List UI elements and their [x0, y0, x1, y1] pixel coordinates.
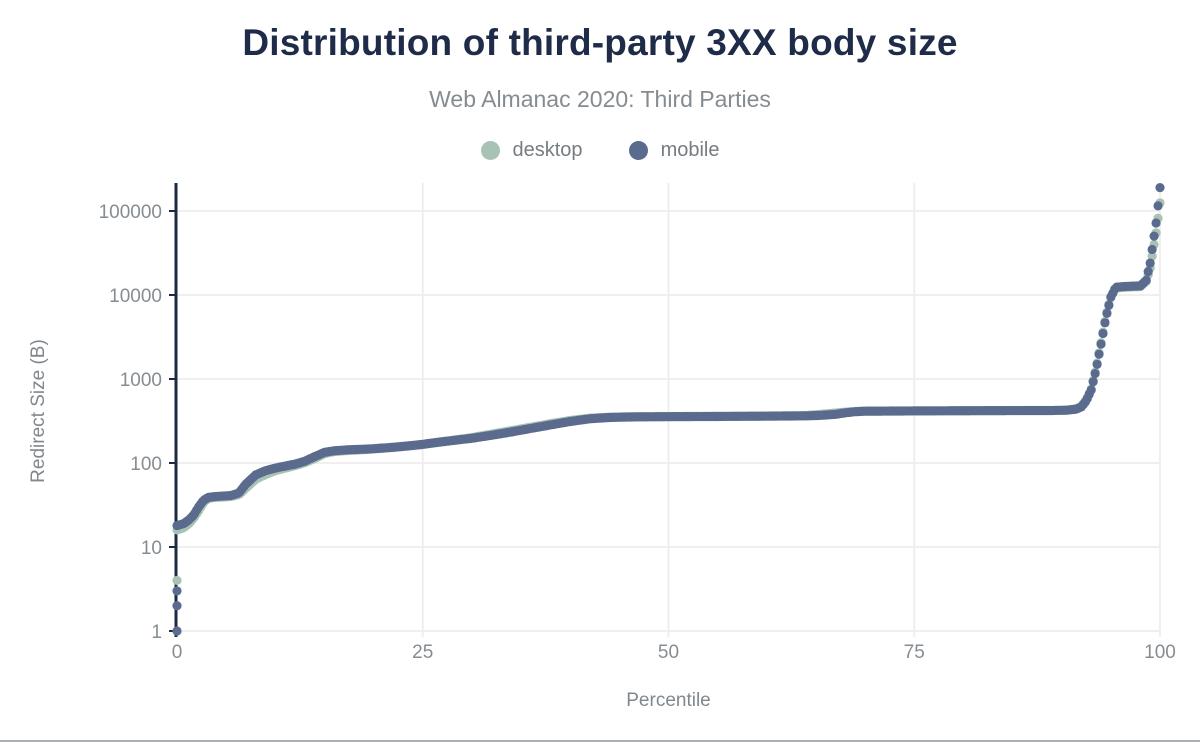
mobile-legend-label: mobile: [660, 139, 720, 161]
y-tick-label: 1: [151, 622, 162, 643]
x-tick-label: 75: [904, 642, 925, 663]
x-tick-label: 0: [172, 642, 183, 663]
chart-title: Distribution of third-party 3XX body siz…: [242, 22, 958, 63]
x-axis-title: Percentile: [626, 690, 711, 711]
legend-item-desktop: desktop: [480, 139, 583, 162]
legend: desktop mobile: [0, 139, 1200, 162]
y-tick-label: 1000: [120, 370, 162, 391]
bottom-divider: [0, 740, 1200, 742]
desktop-legend-label: desktop: [512, 139, 583, 161]
x-tick-label: 50: [658, 642, 679, 663]
y-tick-label: 100000: [99, 202, 162, 223]
x-tick-label: 25: [412, 642, 433, 663]
y-tick-label: 10000: [109, 286, 162, 307]
legend-item-mobile: mobile: [628, 139, 720, 162]
y-tick-label: 100: [130, 454, 162, 475]
mobile-legend-swatch-icon: [628, 141, 648, 160]
desktop-legend-swatch-icon: [480, 141, 500, 160]
chart-subtitle: Web Almanac 2020: Third Parties: [429, 86, 771, 112]
mobile-series: [172, 182, 1165, 636]
y-tick-label: 10: [141, 538, 162, 559]
x-tick-label: 100: [1144, 642, 1176, 663]
